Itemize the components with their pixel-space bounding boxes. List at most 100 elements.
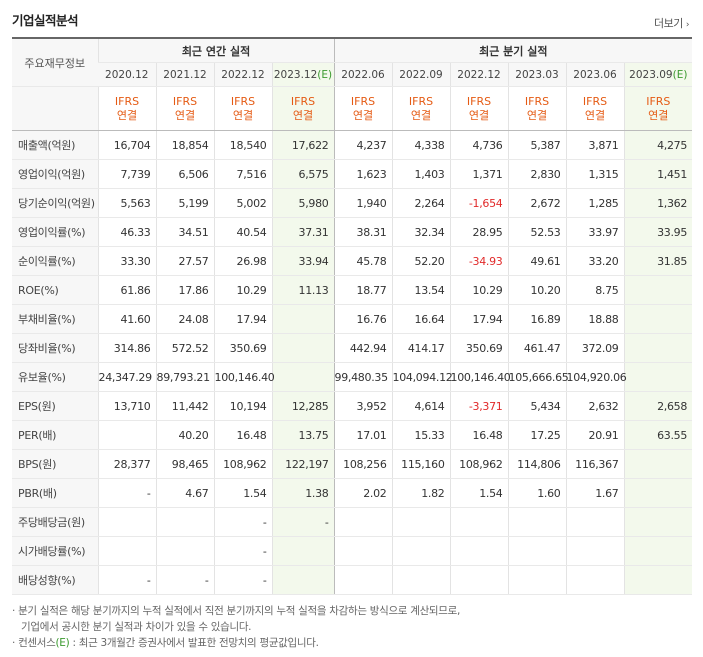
table-row: 당좌비율(%) 314.86 572.52 350.69 442.94 414.17 350… xyxy=(12,333,693,363)
value-cell: 4.67 xyxy=(155,478,214,508)
basis-scope: 연결 xyxy=(648,108,669,122)
basis-label-blank xyxy=(12,86,98,131)
value-cell: 2,632 xyxy=(565,391,625,421)
table-row: 매출액(억원) 16,704 18,854 18,540 17,622 4,237 4,33… xyxy=(12,130,693,160)
value-cell: 33.95 xyxy=(623,217,693,247)
value-cell: 1,371 xyxy=(449,159,509,189)
row-label: BPS(원) xyxy=(12,449,98,479)
value-cell: 1,362 xyxy=(623,188,693,218)
row-label: EPS(원) xyxy=(12,391,98,421)
table-row: EPS(원) 13,710 11,442 10,194 12,285 3,952 4,614… xyxy=(12,391,693,421)
period-header: 2020.12 xyxy=(98,62,156,87)
row-label: 부채비율(%) xyxy=(12,304,98,334)
table-row: BPS(원) 28,377 98,465 108,962 122,197 108,256 1… xyxy=(12,449,693,479)
value-cell xyxy=(271,333,335,363)
value-cell: 49.61 xyxy=(507,246,567,276)
value-cell xyxy=(333,536,393,566)
value-cell: 100,146.40 xyxy=(213,362,275,392)
value-cell: 108,962 xyxy=(449,449,509,479)
chevron-right-icon: › xyxy=(685,20,690,30)
period-label: 2023.12 xyxy=(273,68,318,81)
value-cell xyxy=(449,565,509,595)
value-cell: 114,806 xyxy=(507,449,567,479)
value-cell xyxy=(623,507,693,537)
period-header: 2023.09(E) xyxy=(623,62,693,87)
row-label: 순이익률(%) xyxy=(12,246,98,276)
value-cell: 4,237 xyxy=(333,130,393,160)
basis-scope: 연결 xyxy=(292,108,314,122)
value-cell: 12,285 xyxy=(271,391,335,421)
value-cell: 37.31 xyxy=(271,217,335,247)
value-cell: 5,980 xyxy=(271,188,335,218)
value-cell: 32.34 xyxy=(391,217,451,247)
estimate-mark: (E) xyxy=(317,68,333,81)
value-cell: 314.86 xyxy=(97,333,156,363)
value-cell: 1.82 xyxy=(391,478,451,508)
value-cell: 461.47 xyxy=(507,333,567,363)
value-cell: 4,338 xyxy=(391,130,451,160)
value-cell xyxy=(623,565,693,595)
value-cell: - xyxy=(213,536,272,566)
value-cell: 1.54 xyxy=(449,478,509,508)
value-cell: 2,830 xyxy=(507,159,567,189)
basis-standard: IFRS xyxy=(114,94,140,108)
value-cell: 28,377 xyxy=(97,449,156,479)
basis-standard: IFRS xyxy=(408,94,434,108)
basis-standard: IFRS xyxy=(582,94,608,108)
value-cell: 8.75 xyxy=(565,275,625,305)
value-cell: 33.30 xyxy=(97,246,156,276)
value-cell xyxy=(449,507,509,537)
more-link[interactable]: 더보기 › xyxy=(654,15,690,31)
basis-header: IFRS 연결 xyxy=(507,86,567,131)
value-cell: 122,197 xyxy=(271,449,335,479)
value-cell xyxy=(97,536,156,566)
value-cell: 17.01 xyxy=(333,420,393,450)
value-cell: 5,434 xyxy=(507,391,567,421)
value-cell: 7,516 xyxy=(213,159,272,189)
value-cell: 20.91 xyxy=(565,420,625,450)
value-cell xyxy=(333,507,393,537)
row-label-header: 주요재무정보 xyxy=(12,37,98,87)
period-header: 2023.06 xyxy=(565,62,625,87)
section-title: 기업실적분석 xyxy=(12,13,79,28)
value-cell: 10.29 xyxy=(213,275,272,305)
value-cell: 10.20 xyxy=(507,275,567,305)
row-label: 영업이익(억원) xyxy=(12,159,98,189)
table-row: 주당배당금(원) - - xyxy=(12,507,693,537)
row-label: 배당성향(%) xyxy=(12,565,98,595)
value-cell: 1.60 xyxy=(507,478,567,508)
value-cell: 116,367 xyxy=(565,449,625,479)
value-cell xyxy=(565,536,625,566)
value-cell: 16.89 xyxy=(507,304,567,334)
value-cell xyxy=(623,333,693,363)
value-cell xyxy=(155,536,214,566)
value-cell: 442.94 xyxy=(333,333,393,363)
value-cell xyxy=(271,362,335,392)
value-cell xyxy=(507,536,567,566)
value-cell: 10,194 xyxy=(213,391,272,421)
value-cell: 3,952 xyxy=(333,391,393,421)
value-cell xyxy=(507,565,567,595)
value-cell: 572.52 xyxy=(155,333,214,363)
value-cell: 104,094.12 xyxy=(391,362,453,392)
value-cell: 1,285 xyxy=(565,188,625,218)
table-row: 배당성향(%) - - - xyxy=(12,565,693,595)
table-row: 당기순이익(억원) 5,563 5,199 5,002 5,980 1,940 2,264-… xyxy=(12,188,693,218)
value-cell xyxy=(97,420,156,450)
period-header: 2021.12 xyxy=(155,62,214,87)
value-cell: 1,623 xyxy=(333,159,393,189)
value-cell: 18,540 xyxy=(213,130,272,160)
basis-scope: 연결 xyxy=(352,108,374,122)
basis-standard: IFRS xyxy=(290,94,316,108)
value-cell: 1,403 xyxy=(391,159,451,189)
value-cell xyxy=(565,507,625,537)
row-label: 매출액(억원) xyxy=(12,130,98,160)
value-cell: 13,710 xyxy=(97,391,156,421)
value-cell: 2,672 xyxy=(507,188,567,218)
value-cell: 11,442 xyxy=(155,391,214,421)
basis-header: IFRS 연결 xyxy=(271,86,335,131)
row-label: 유보율(%) xyxy=(12,362,98,392)
value-cell xyxy=(97,507,156,537)
footnote-2: 기업에서 공시한 분기 실적과 차이가 있을 수 있습니다. xyxy=(21,621,252,633)
basis-scope: 연결 xyxy=(468,108,490,122)
